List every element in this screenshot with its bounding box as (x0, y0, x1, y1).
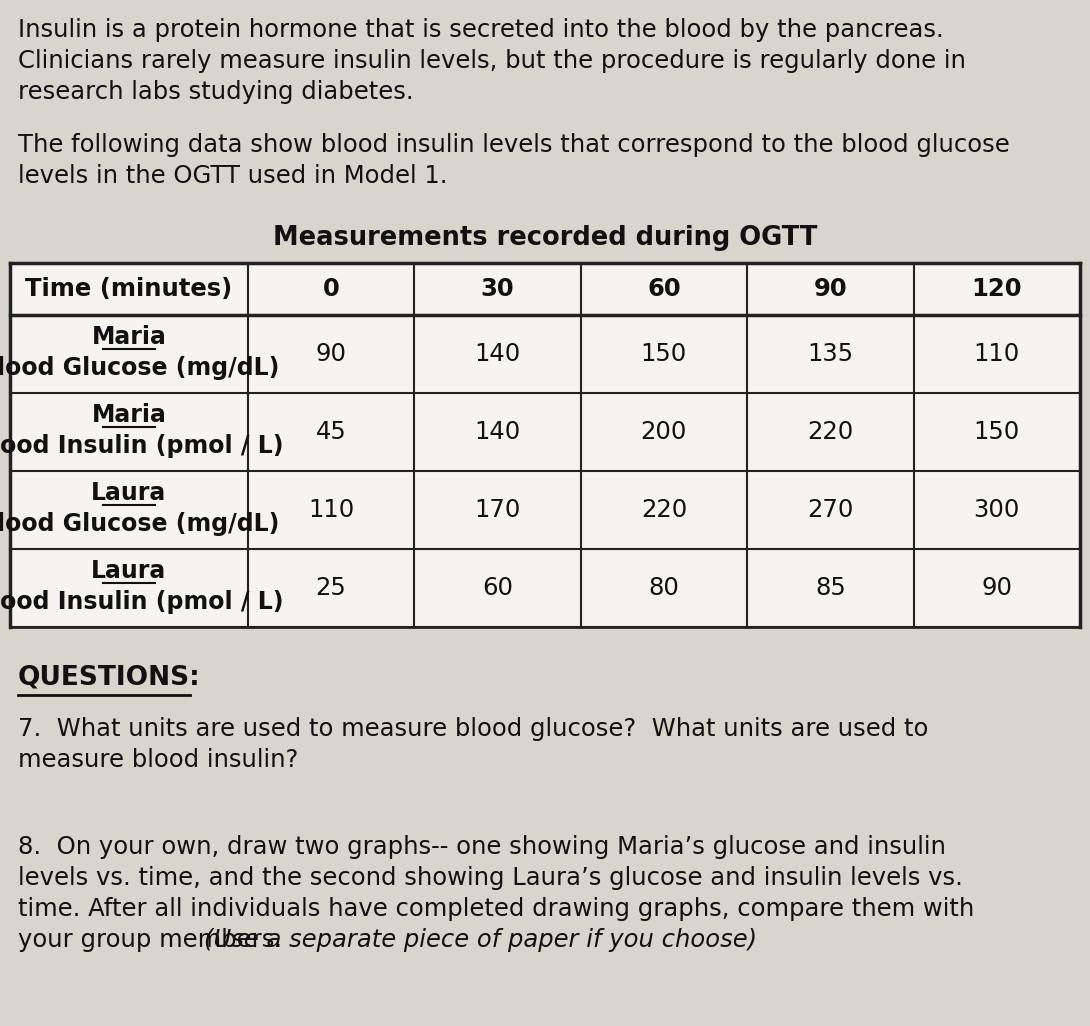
Text: QUESTIONS:: QUESTIONS: (19, 665, 201, 690)
Text: 170: 170 (474, 498, 521, 522)
Text: 120: 120 (971, 277, 1022, 301)
Text: 135: 135 (808, 342, 853, 366)
Text: 85: 85 (815, 576, 846, 600)
Text: Blood Insulin (pmol / L): Blood Insulin (pmol / L) (0, 434, 283, 458)
Text: Laura: Laura (92, 481, 167, 505)
Text: Maria: Maria (92, 403, 167, 427)
Text: 90: 90 (813, 277, 847, 301)
Text: 140: 140 (474, 420, 521, 444)
Text: Laura: Laura (92, 559, 167, 583)
Text: 140: 140 (474, 342, 521, 366)
Text: 150: 150 (641, 342, 687, 366)
Text: 80: 80 (649, 576, 679, 600)
Text: Blood Glucose (mg/dL): Blood Glucose (mg/dL) (0, 512, 279, 536)
Text: Clinicians rarely measure insulin levels, but the procedure is regularly done in: Clinicians rarely measure insulin levels… (19, 49, 966, 73)
Text: 110: 110 (307, 498, 354, 522)
Text: 60: 60 (482, 576, 513, 600)
Text: 110: 110 (973, 342, 1020, 366)
Text: 270: 270 (808, 498, 853, 522)
Text: research labs studying diabetes.: research labs studying diabetes. (19, 80, 413, 104)
Bar (10, 263, 1080, 627)
Text: 90: 90 (315, 342, 347, 366)
Text: your group members.: your group members. (19, 928, 290, 952)
Text: Blood Glucose (mg/dL): Blood Glucose (mg/dL) (0, 356, 279, 380)
Text: measure blood insulin?: measure blood insulin? (19, 748, 299, 772)
Text: 30: 30 (481, 277, 514, 301)
Text: 150: 150 (973, 420, 1020, 444)
Text: Time (minutes): Time (minutes) (25, 277, 232, 301)
Text: The following data show blood insulin levels that correspond to the blood glucos: The following data show blood insulin le… (19, 133, 1009, 157)
Text: Maria: Maria (92, 325, 167, 349)
Text: 60: 60 (647, 277, 680, 301)
Text: 300: 300 (973, 498, 1020, 522)
Text: 45: 45 (316, 420, 347, 444)
Text: Insulin is a protein hormone that is secreted into the blood by the pancreas.: Insulin is a protein hormone that is sec… (19, 18, 944, 42)
Text: 220: 220 (808, 420, 853, 444)
Text: 0: 0 (323, 277, 339, 301)
Text: 200: 200 (641, 420, 687, 444)
Text: levels in the OGTT used in Model 1.: levels in the OGTT used in Model 1. (19, 164, 448, 188)
Text: levels vs. time, and the second showing Laura’s glucose and insulin levels vs.: levels vs. time, and the second showing … (19, 866, 962, 890)
Text: 90: 90 (981, 576, 1013, 600)
Text: Blood Insulin (pmol / L): Blood Insulin (pmol / L) (0, 590, 283, 614)
Text: (Use a separate piece of paper if you choose): (Use a separate piece of paper if you ch… (204, 928, 758, 952)
Text: 7.  What units are used to measure blood glucose?  What units are used to: 7. What units are used to measure blood … (19, 717, 929, 741)
Text: 220: 220 (641, 498, 687, 522)
Text: 25: 25 (316, 576, 347, 600)
Text: time. After all individuals have completed drawing graphs, compare them with: time. After all individuals have complet… (19, 897, 974, 920)
Text: 8.  On your own, draw two graphs-- one showing Maria’s glucose and insulin: 8. On your own, draw two graphs-- one sh… (19, 835, 946, 859)
Text: Measurements recorded during OGTT: Measurements recorded during OGTT (272, 225, 818, 251)
